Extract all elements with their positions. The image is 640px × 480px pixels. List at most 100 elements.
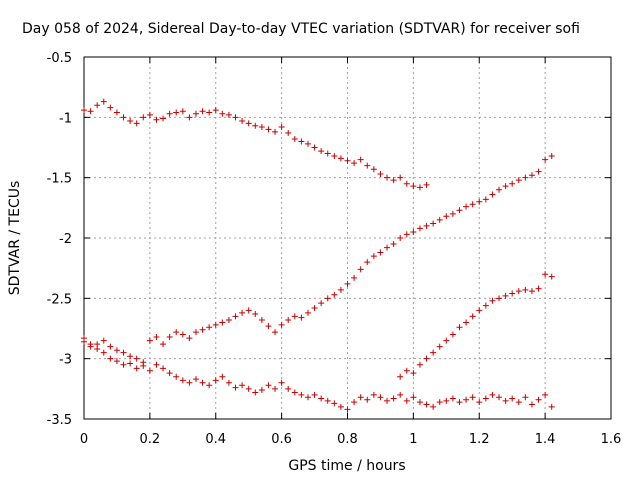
data-point-track-b <box>370 253 377 260</box>
data-point-track-a <box>291 136 298 143</box>
grid <box>84 57 611 419</box>
y-tick-label: -3 <box>59 353 72 368</box>
data-point-track-d <box>548 273 555 280</box>
data-point-track-b <box>410 228 417 235</box>
data-point-track-b <box>304 309 311 316</box>
data-point-track-b <box>357 266 364 273</box>
data-point-track-c <box>186 379 193 386</box>
data-point-track-b <box>179 331 186 338</box>
x-axis-label: GPS time / hours <box>288 458 405 474</box>
data-point-track-a <box>140 114 147 121</box>
data-point-track-c <box>272 385 279 392</box>
data-point-track-c <box>377 394 384 401</box>
y-tick-label: -2.5 <box>47 292 72 307</box>
data-point-track-b <box>113 347 120 354</box>
data-point-track-c <box>258 387 265 394</box>
data-point-track-b <box>252 311 259 318</box>
data-point-track-c <box>489 391 496 398</box>
data-point-track-b <box>337 286 344 293</box>
data-point-track-b <box>160 341 167 348</box>
data-point-track-a <box>416 184 423 191</box>
data-point-track-b <box>133 355 140 362</box>
data-point-track-b <box>476 198 483 205</box>
data-point-track-b <box>100 337 107 344</box>
data-point-track-b <box>219 319 226 326</box>
data-point-track-d <box>535 285 542 292</box>
data-point-track-b <box>199 326 206 333</box>
data-point-track-d <box>416 361 423 368</box>
data-point-track-c <box>542 391 549 398</box>
data-point-track-a <box>153 116 160 123</box>
data-point-track-c <box>219 373 226 380</box>
data-point-track-b <box>384 244 391 251</box>
data-point-track-b <box>548 152 555 159</box>
data-point-track-d <box>430 349 437 356</box>
data-point-track-d <box>502 292 509 299</box>
data-point-track-a <box>384 174 391 181</box>
data-point-track-c <box>364 396 371 403</box>
data-point-track-c <box>100 349 107 356</box>
y-axis-label: SDTVAR / TECUs <box>7 181 23 296</box>
data-point-track-b <box>482 196 489 203</box>
data-point-track-d <box>449 331 456 338</box>
data-point-track-c <box>133 365 140 372</box>
data-point-track-c <box>496 394 503 401</box>
data-point-track-c <box>278 379 285 386</box>
data-point-track-b <box>463 203 470 210</box>
data-point-track-a <box>265 126 272 133</box>
data-point-track-c <box>166 370 173 377</box>
data-point-track-b <box>258 317 265 324</box>
data-point-track-d <box>443 337 450 344</box>
data-point-track-c <box>351 399 358 406</box>
data-point-track-a <box>298 138 305 145</box>
data-point-track-c <box>81 335 87 342</box>
data-point-track-c <box>225 379 232 386</box>
data-point-track-a <box>206 109 213 116</box>
data-point-track-c <box>384 397 391 404</box>
data-point-track-c <box>113 358 120 365</box>
data-point-track-b <box>166 333 173 340</box>
data-point-track-c <box>443 397 450 404</box>
data-point-track-c <box>107 355 114 362</box>
data-point-track-c <box>324 397 331 404</box>
data-point-track-b <box>509 180 516 187</box>
data-point-track-b <box>245 307 252 314</box>
data-point-track-b <box>377 249 384 256</box>
data-point-track-d <box>528 288 535 295</box>
data-point-track-a <box>166 110 173 117</box>
data-point-track-c <box>436 399 443 406</box>
data-point-track-b <box>344 280 351 287</box>
x-tick-label: 1.2 <box>469 432 490 447</box>
data-point-track-a <box>331 152 338 159</box>
data-point-track-d <box>509 290 516 297</box>
data-point-track-c <box>509 395 516 402</box>
x-tick-label: 0.6 <box>271 432 292 447</box>
data-point-track-b <box>225 317 232 324</box>
data-point-track-b <box>186 335 193 342</box>
data-point-track-b <box>311 304 318 311</box>
y-tick-label: -0.5 <box>47 51 72 66</box>
data-point-track-d <box>489 297 496 304</box>
data-point-track-a <box>245 120 252 127</box>
data-point-track-a <box>423 181 430 188</box>
data-point-track-b <box>324 295 331 302</box>
data-point-track-a <box>337 155 344 162</box>
data-point-track-b <box>449 210 456 217</box>
data-point-track-b <box>416 225 423 232</box>
data-point-track-c <box>199 379 206 386</box>
y-tick-label: -3.5 <box>47 413 72 428</box>
data-point-track-c <box>206 382 213 389</box>
data-point-track-c <box>318 395 325 402</box>
data-point-track-b <box>239 309 246 316</box>
data-point-track-a <box>370 166 377 173</box>
data-point-track-d <box>542 271 549 278</box>
data-point-track-a <box>107 104 114 111</box>
data-point-track-a <box>87 108 94 115</box>
data-point-track-a <box>377 171 384 178</box>
data-point-track-d <box>397 373 404 380</box>
data-point-track-b <box>522 174 529 181</box>
data-point-track-c <box>463 396 470 403</box>
data-point-track-a <box>239 117 246 124</box>
data-point-track-a <box>278 123 285 130</box>
